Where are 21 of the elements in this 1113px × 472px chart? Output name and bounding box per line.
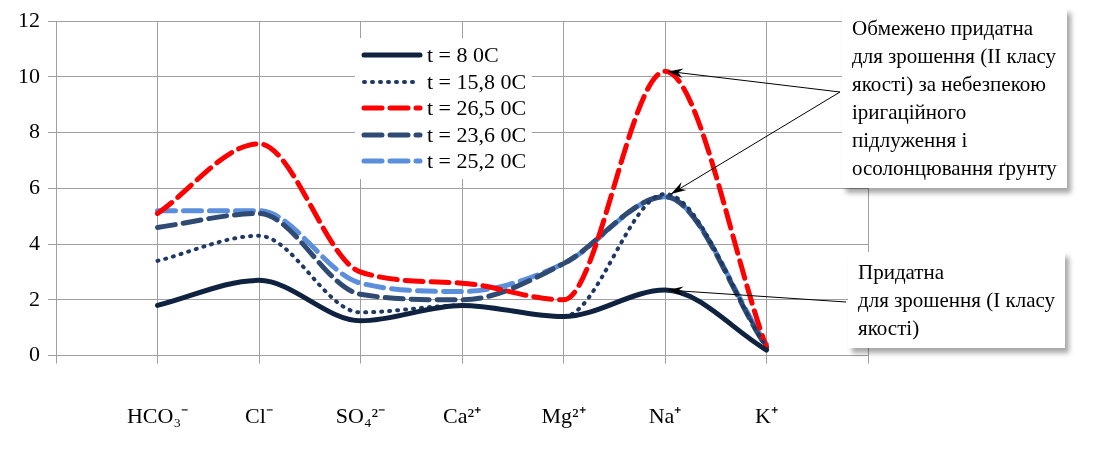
y-tick-label: 6 xyxy=(29,174,40,200)
legend-label: t = 23,6 0C xyxy=(427,121,527,148)
y-tick-label: 10 xyxy=(18,62,40,88)
x-tick-label: Mg²⁺ xyxy=(541,402,586,428)
x-tick-label: HCO₃⁻ xyxy=(126,402,189,428)
y-tick-label: 8 xyxy=(29,118,40,144)
x-tick-label: SO₄²⁻ xyxy=(335,402,386,428)
legend-label: t = 15,8 0C xyxy=(427,68,527,95)
legend-label: t = 26,5 0C xyxy=(427,95,527,122)
x-tick-label: K⁺ xyxy=(755,402,778,428)
legend-label: t = 8 0C xyxy=(427,42,499,69)
y-tick-label: 12 xyxy=(18,6,40,32)
y-tick-label: 4 xyxy=(29,229,40,255)
y-tick-label: 0 xyxy=(29,341,40,367)
x-tick-label: Ca²⁺ xyxy=(442,402,482,428)
x-tick-label: Cl⁻ xyxy=(245,402,273,428)
annotation: Придатна для зрошення (I класу якості) xyxy=(848,252,1066,348)
x-tick-label: Na⁺ xyxy=(648,402,682,428)
legend-label: t = 25,2 0C xyxy=(427,148,527,175)
annotation: Обмежено придатна для зрошення (II класу якості) за небезпекою іригаційного підлуження і осолонцювання ґрунту xyxy=(842,8,1067,188)
y-tick-label: 2 xyxy=(29,285,40,311)
